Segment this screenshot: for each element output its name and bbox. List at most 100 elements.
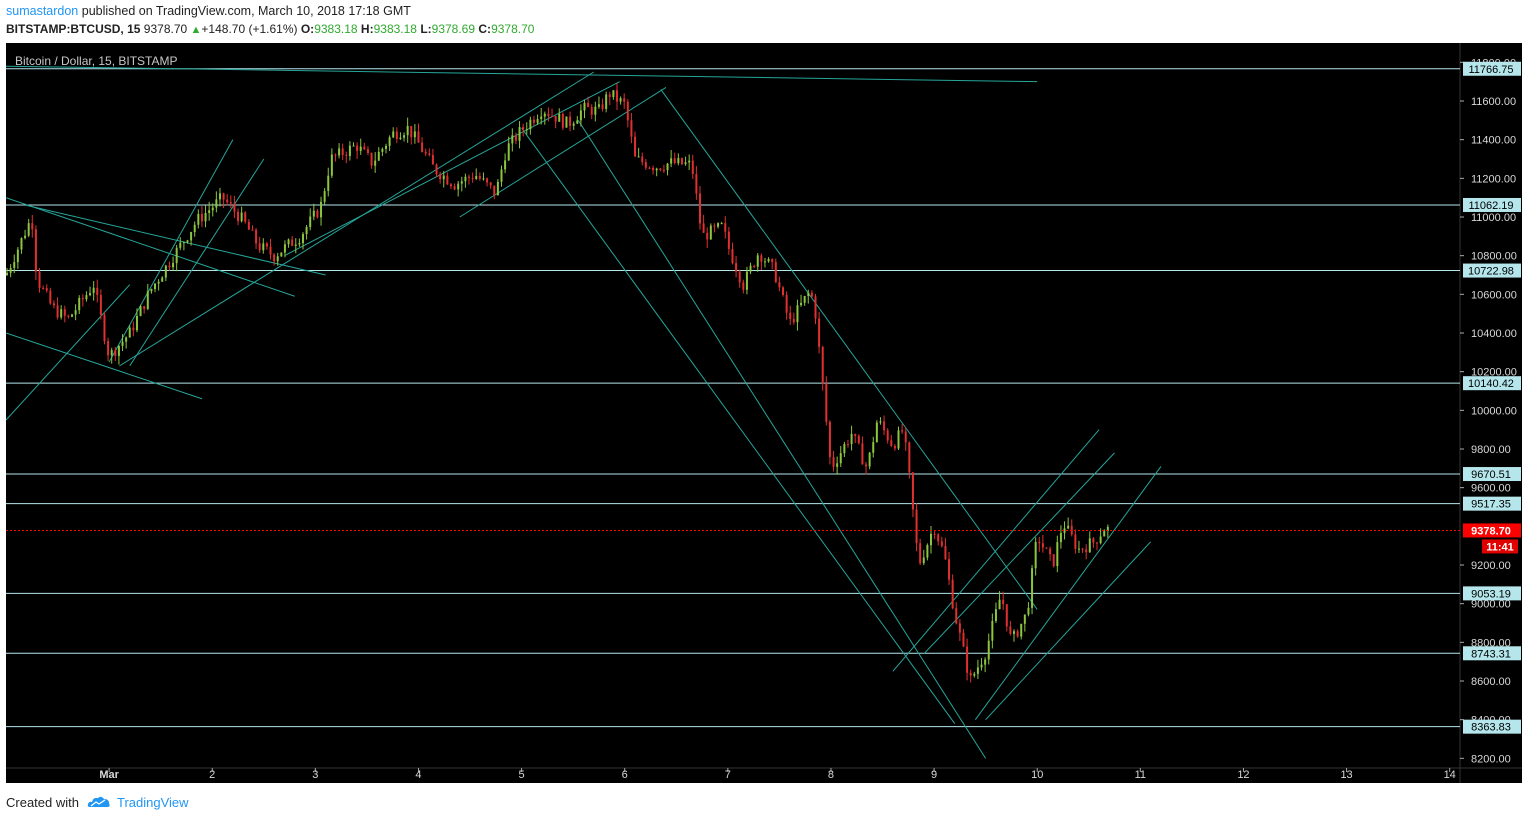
candle-body [258,243,261,251]
candle-body [208,210,211,213]
x-tick-label: 6 [622,769,628,781]
level-label-box [1463,467,1521,482]
x-tick-label: 2 [209,769,215,781]
candle-body [157,281,160,284]
candle-body [388,137,391,146]
candle-body [583,102,586,111]
candle-body [785,295,788,313]
symbol-label: BITSTAMP:BTCUSD, 15 [6,22,141,36]
tradingview-link[interactable]: TradingView [116,794,189,810]
level-label-box [1463,719,1521,734]
candle-body [684,162,687,165]
y-tick-label: 9800.00 [1471,444,1511,456]
candle-body [67,315,70,317]
level-label: 11766.75 [1468,64,1513,76]
candle-body [323,191,326,202]
candle-body [998,599,1001,610]
price-chart[interactable]: 11800.0011600.0011400.0011200.0011000.00… [0,43,1528,783]
candle-body [504,160,507,170]
candle-body [973,673,976,676]
candle-body [958,623,961,633]
candle-body [211,207,214,211]
candle-body [85,295,88,300]
author-link[interactable]: sumastardon [6,4,79,18]
horizontal-levels [6,68,1460,728]
candle-body [172,263,175,268]
candle-body [760,255,763,262]
close-value: 9378.70 [491,22,535,36]
candle-body [74,310,77,315]
candle-body [605,94,608,109]
candle-body [792,318,795,323]
candle-body [341,148,344,155]
candle-body [135,315,138,331]
candle-body [796,305,799,323]
candle-body [673,158,676,164]
candle-body [1077,548,1080,550]
candle-body [551,115,554,117]
candle-body [753,265,756,267]
candle-body [110,350,113,356]
candle-body [283,244,286,253]
trend-lines [6,65,1162,759]
x-tick-label: 4 [415,769,421,781]
candle-body [31,223,34,230]
candle-body [662,169,665,171]
candle-body [590,107,593,115]
candle-body [406,125,409,136]
candle-body [1013,631,1016,634]
y-tick-label: 8200.00 [1471,753,1511,765]
candle-body [695,173,698,194]
candle-body [114,350,117,356]
trend-line [892,429,1100,672]
candle-body [637,156,640,158]
candle-body [839,453,842,464]
candle-body [944,545,947,560]
candle-body [825,383,828,422]
level-label-box [1463,376,1521,391]
candle-body [1034,542,1037,569]
level-label-box [1463,586,1521,601]
candle-body [182,242,185,244]
candle-body [247,221,250,230]
candle-body [305,227,308,235]
trend-line [6,284,131,421]
candle-body [1027,607,1030,615]
candle-body [103,314,106,342]
candle-body [814,296,817,319]
created-with-text: Created with [6,794,79,810]
candle-body [164,265,167,278]
x-tick-label: Mar [99,769,119,781]
candle-body [893,445,896,449]
candle-body [56,305,59,318]
candle-body [738,271,741,283]
x-axis[interactable]: Mar 2 3 4 5 6 7 8 9 10 11 12 13 14 [99,768,1456,781]
trend-line [119,71,595,367]
candle-body [576,120,579,124]
candle-body [168,265,171,268]
x-tick-label: 3 [312,769,318,781]
candle-body [648,167,651,169]
level-label-box [1463,496,1521,511]
candle-body [727,231,730,249]
candle-body [45,288,48,291]
candle-body [706,232,709,240]
candle-body [623,98,626,102]
candle-body [338,148,341,156]
candle-body [428,153,431,156]
candle-body [1052,554,1055,567]
candle-body [659,168,662,170]
chart-area[interactable]: 11800.0011600.0011400.0011200.0011000.00… [0,43,1528,783]
publish-line: sumastardon published on TradingView.com… [6,4,411,18]
candle-body [486,178,489,183]
candle-body [63,309,66,316]
candle-body [226,199,229,203]
candle-body [460,181,463,184]
candle-body [384,145,387,149]
candle-body [125,337,128,342]
candle-body [9,268,12,273]
candle-body [854,433,857,436]
candle-body [464,176,467,182]
candle-body [529,119,532,130]
candle-body [915,509,918,544]
